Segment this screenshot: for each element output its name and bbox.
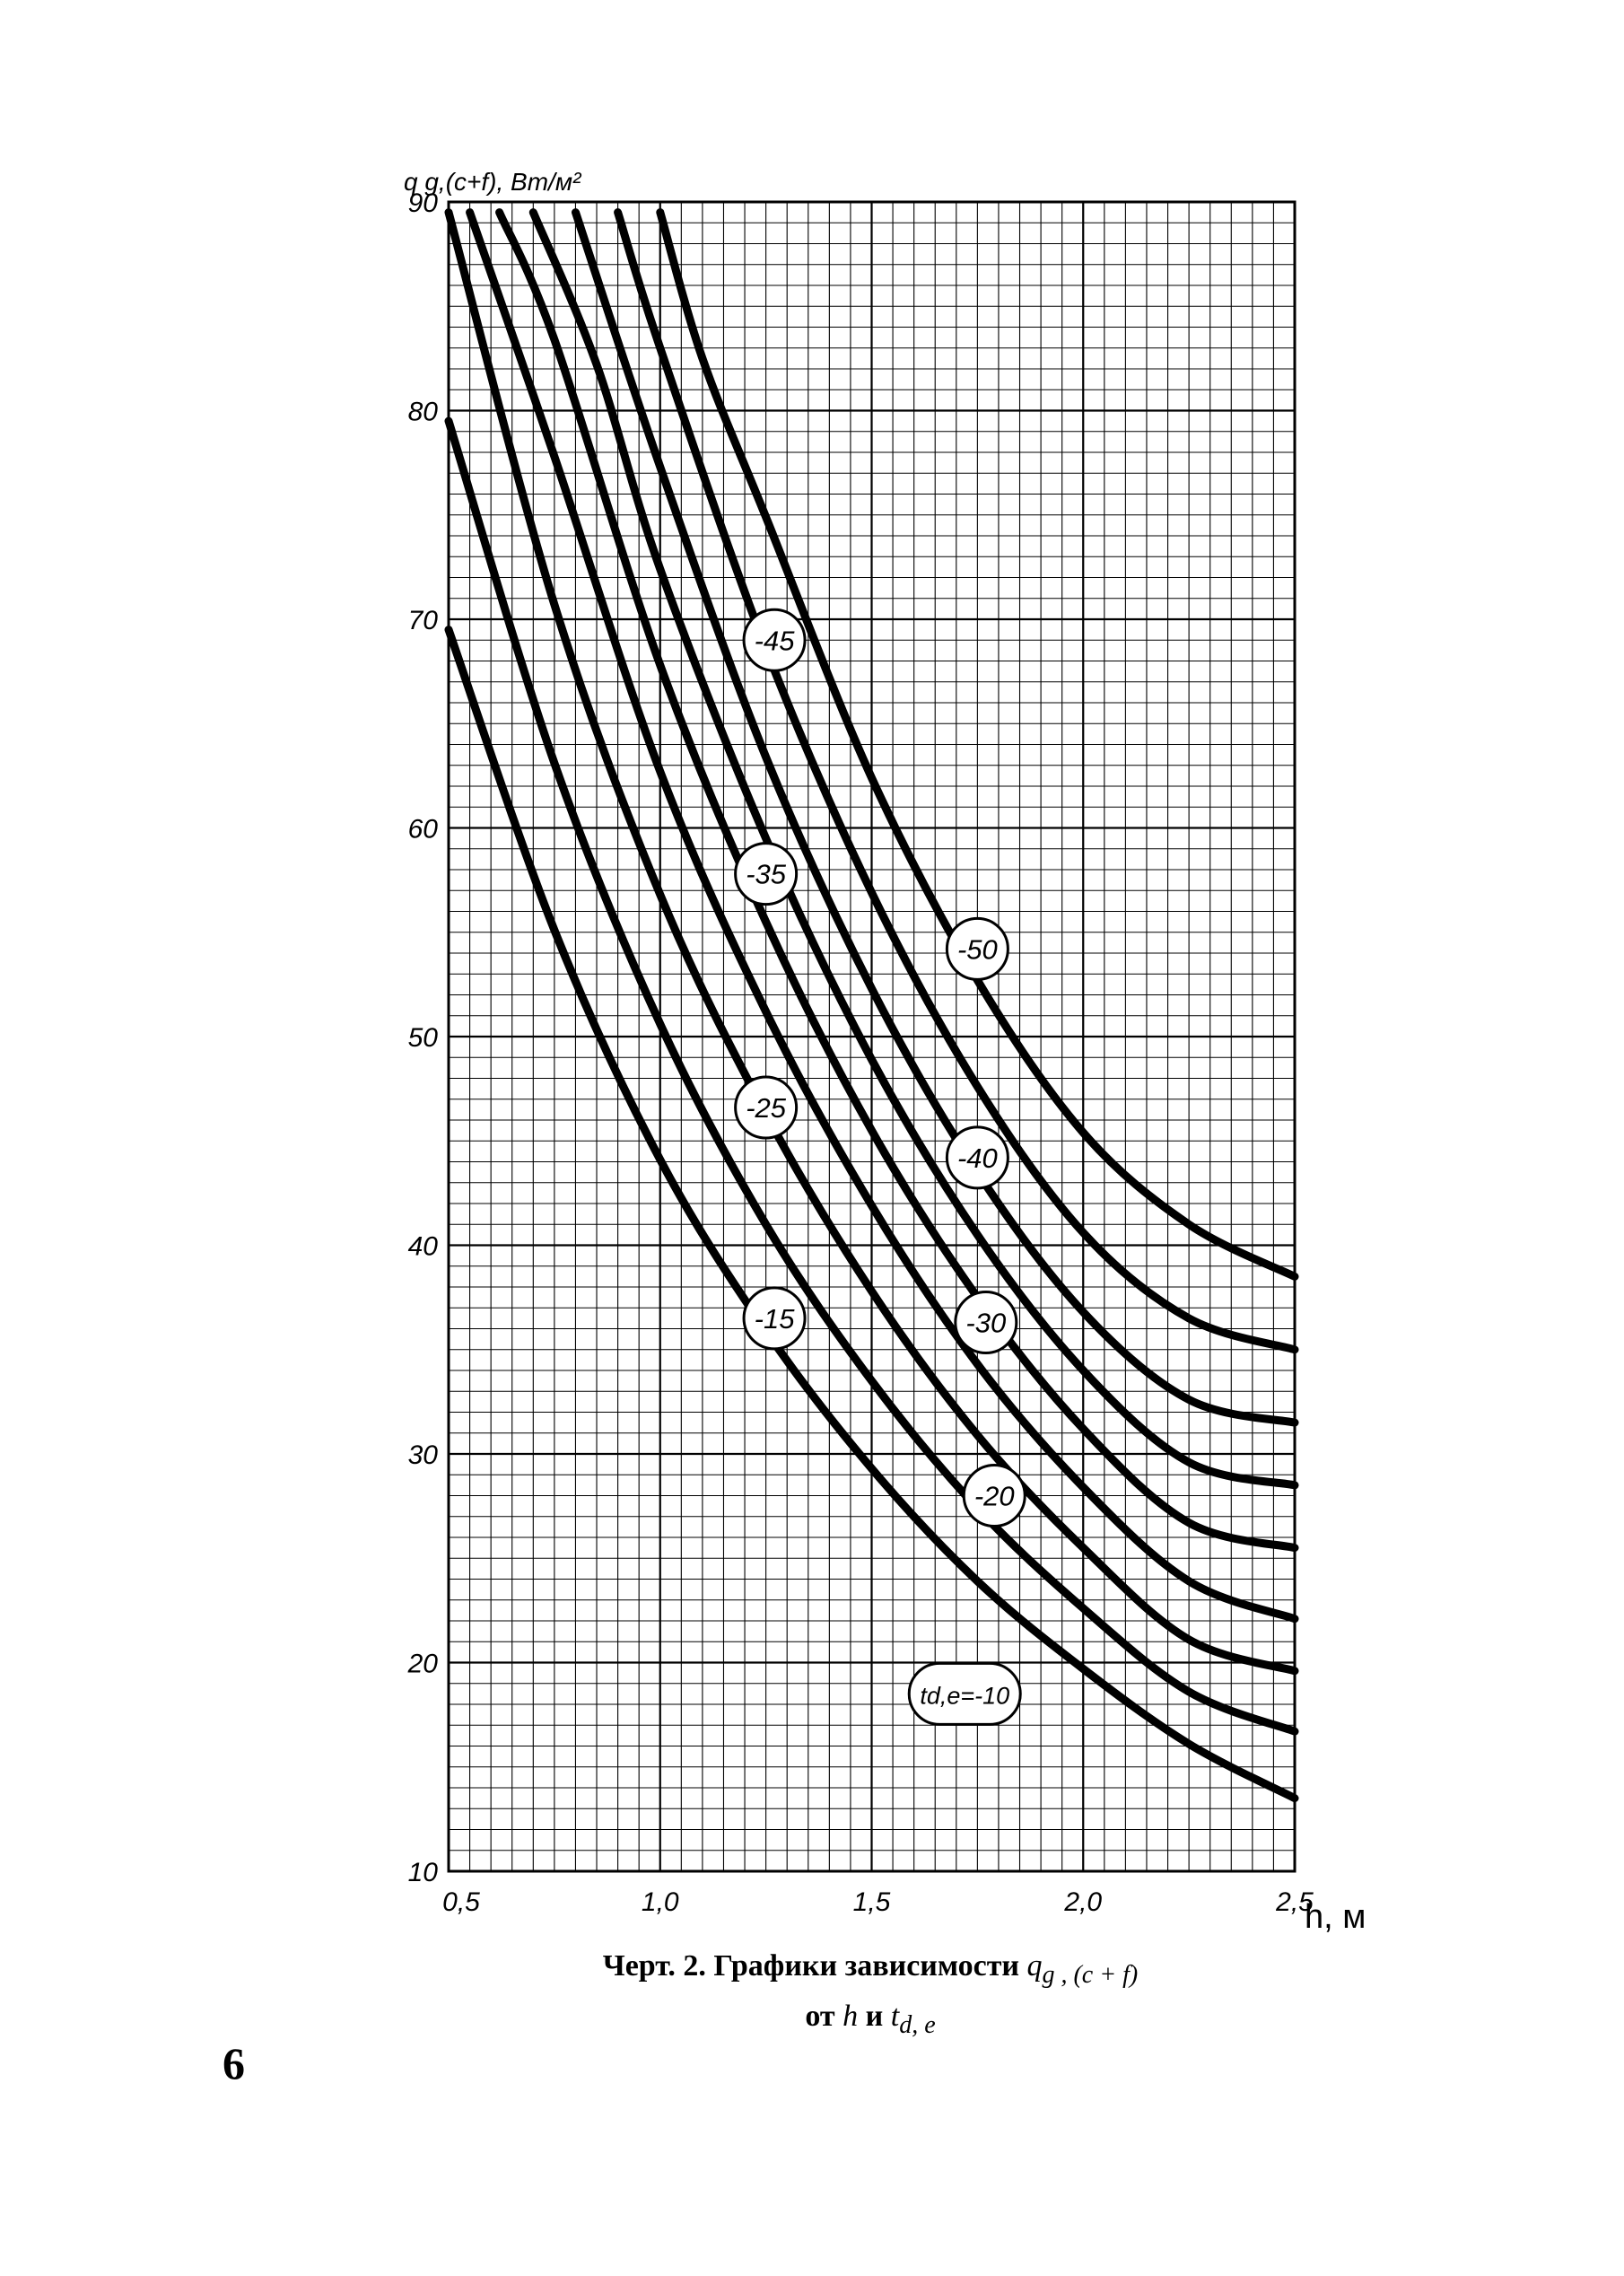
y-tick-label: 60 [408,815,439,845]
x-tick-label: 2,0 [1063,1887,1102,1917]
series-line [656,208,1299,1281]
curve-labels-layer: -45 -35 -50 -25 -40 -15 -30 -20 td,e=-10 [734,608,1026,1726]
y-tick-label: 90 [408,188,439,218]
curve-label: -45 [742,608,807,672]
curve-label-text: td,e=-10 [920,1682,1009,1709]
y-tick-label: 30 [408,1440,439,1470]
curve-label: -20 [962,1464,1026,1528]
curve-label-text: -45 [755,625,796,656]
x-tick-label: 1,0 [642,1887,679,1917]
y-tick-label: 50 [408,1023,439,1053]
y-tick-label: 20 [407,1650,439,1679]
y-tick-label: 40 [408,1232,439,1262]
curve-label-text: -25 [746,1092,787,1124]
caption-title: Черт. 2. Графики зависимости [602,1949,1019,1983]
caption-subscript-q: g , (c + f) [1042,1960,1139,1989]
y-tick-label: 10 [408,1858,439,1887]
series-line [444,208,1299,1676]
series-line [528,208,1299,1490]
curve-label: -50 [945,916,1009,981]
curve-label-text: -40 [957,1142,998,1174]
curve-label-badge [945,916,1009,981]
curve-label: td,e=-10 [907,1661,1022,1726]
caption-and: и [865,1999,884,2033]
caption-symbol-h: h [843,1999,859,2033]
curve-label-badge [742,1286,807,1351]
y-tick-label: 70 [408,606,439,635]
caption-line-2: от h и td, e [467,1996,1274,2046]
caption-symbol-t: t [890,1999,900,2033]
series-line [495,208,1299,1553]
plot-frame [447,200,1297,1873]
curve-label-text: -15 [755,1303,796,1335]
curve-label: -25 [734,1075,799,1140]
curve-label-text: -35 [746,859,787,890]
series-line [614,208,1299,1354]
series-line [444,626,1299,1803]
figure-caption: Черт. 2. Графики зависимости qg , (c + f… [467,1946,1274,2046]
curve-label-text: -50 [957,933,998,965]
curve-label: -40 [945,1125,1009,1190]
series-line [572,208,1299,1427]
curve-label-badge [945,1125,1009,1190]
caption-symbol-q: q [1026,1949,1043,1983]
x-tick-label: 0,5 [442,1887,480,1917]
x-tick-label: 2,5 [1275,1887,1314,1917]
curve-label-text: -20 [974,1481,1015,1512]
curve-label-badge [962,1464,1026,1528]
curve-label-badge [954,1291,1018,1355]
caption-line-1: Черт. 2. Графики зависимости qg , (c + f… [467,1946,1274,1996]
caption-from: от [805,1999,835,2033]
x-axis-label: h, м [1305,1898,1366,1936]
series-line [466,208,1299,1624]
page-number: 6 [223,2038,245,2088]
caption-subscript-t: d, e [899,2010,936,2039]
curve-label-badge [734,842,799,906]
series-line [444,416,1299,1736]
curve-label-badge [734,1075,799,1140]
tick-labels-layer: 0,5 1,0 1,5 2,0 2,5 10 20 30 40 50 60 70 80 90 [407,188,1314,1917]
curve-label: -15 [742,1286,807,1351]
y-tick-label: 80 [408,398,439,427]
curve-label: -30 [954,1291,1018,1355]
curve-label-badge [742,608,807,672]
x-tick-label: 1,5 [853,1887,891,1917]
y-axis-label: q g,(c+f), Вт/м² [404,168,582,196]
curve-label-badge [907,1661,1022,1726]
curves-layer [444,208,1299,1803]
curve-label-text: -30 [965,1308,1006,1339]
curve-label: -35 [734,842,799,906]
